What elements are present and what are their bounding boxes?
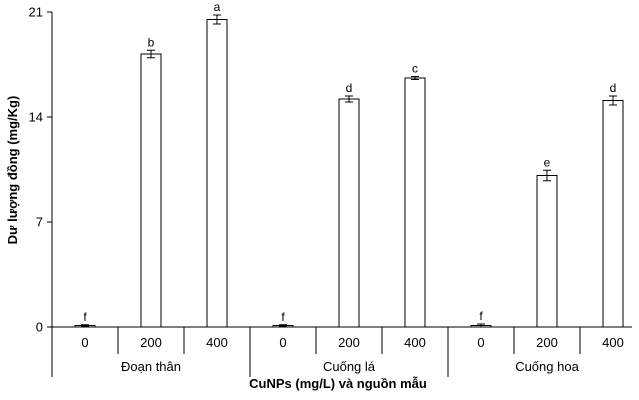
x-tick-label: 400 — [404, 335, 426, 350]
significance-letter: f — [281, 310, 285, 324]
significance-letter: e — [544, 155, 551, 169]
labels-layer: 0 7 14 21 f 0 b 200 a 400 Đoạn thân f 0 d 200 c 400 Cuống… — [29, 0, 624, 374]
significance-letter: f — [83, 310, 87, 324]
significance-letter: d — [610, 81, 617, 95]
y-tick-label: 0 — [36, 320, 43, 335]
significance-letter: d — [346, 81, 353, 95]
y-tick-label: 21 — [29, 5, 43, 20]
significance-letter: a — [214, 0, 221, 14]
group-label: Cuống lá — [323, 359, 376, 374]
x-tick-label: 400 — [602, 335, 624, 350]
group-label: Đoạn thân — [121, 359, 181, 374]
x-tick-label: 0 — [279, 335, 286, 350]
x-tick-label: 0 — [477, 335, 484, 350]
significance-letter: c — [412, 62, 418, 76]
x-tick-label: 400 — [206, 335, 228, 350]
bars-layer — [74, 14, 624, 328]
group-label: Cuống hoa — [515, 359, 579, 374]
y-tick-label: 14 — [29, 110, 43, 125]
x-axis-title: CuNPs (mg/L) và nguồn mẫu — [249, 376, 427, 391]
bar — [536, 175, 558, 328]
significance-letter: b — [148, 35, 155, 49]
bar — [338, 98, 360, 328]
bar — [140, 53, 162, 328]
y-tick-label: 7 — [36, 215, 43, 230]
bar — [206, 19, 228, 328]
x-tick-label: 200 — [536, 335, 558, 350]
x-tick-label: 200 — [338, 335, 360, 350]
bar — [602, 100, 624, 328]
x-tick-label: 200 — [140, 335, 162, 350]
x-tick-label: 0 — [81, 335, 88, 350]
bar — [404, 77, 426, 328]
y-axis-title: Dư lượng đồng (mg/Kg) — [5, 96, 20, 245]
significance-letter: f — [479, 309, 483, 323]
